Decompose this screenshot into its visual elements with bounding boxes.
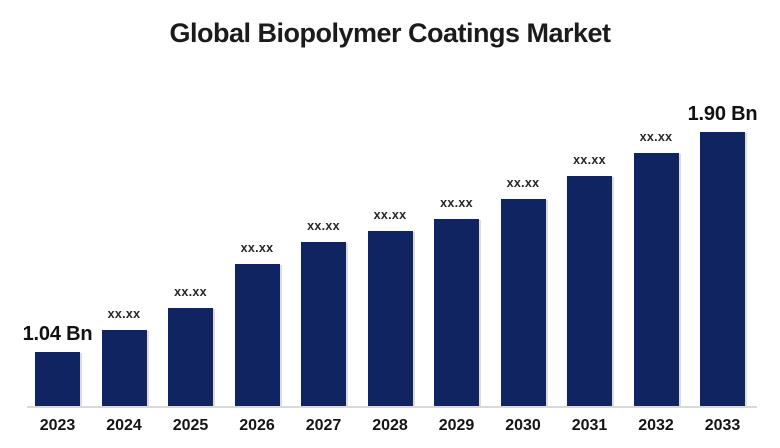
bar-value-label-2028: xx.xx <box>373 208 407 222</box>
bar-group-2031: xx.xx <box>567 129 612 407</box>
bar-value-label-2026: xx.xx <box>240 241 274 255</box>
bar-2024 <box>101 330 147 407</box>
bar-2030 <box>500 199 546 407</box>
bar-value-label-2027: xx.xx <box>307 219 340 233</box>
x-axis-line <box>27 406 757 408</box>
bar-2027 <box>301 242 346 407</box>
bar-value-label-2032: xx.xx <box>639 130 673 144</box>
bar-group-2032: xx.xx <box>633 129 679 407</box>
bar-2029 <box>434 219 479 407</box>
x-tick-2023: 2023 <box>39 417 76 434</box>
bar-value-label-2023: 1.04 Bn <box>22 323 93 345</box>
x-tick-2027: 2027 <box>305 417 342 434</box>
x-tick-2024: 2024 <box>106 417 142 434</box>
bar-value-label-2031: xx.xx <box>573 153 606 167</box>
bar-group-2027: xx.xx <box>301 129 346 407</box>
chart-title: Global Biopolymer Coatings Market <box>169 18 611 48</box>
x-axis-tick-labels: 2023 2024 2025 2026 2027 2028 2029 2030 … <box>35 417 745 435</box>
x-tick-2033: 2033 <box>704 417 741 434</box>
bar-group-2024: xx.xx <box>101 129 147 407</box>
x-tick-2032: 2032 <box>638 417 674 434</box>
x-tick-2031: 2031 <box>571 417 608 434</box>
bar-value-label-2029: xx.xx <box>440 196 473 210</box>
bar-2023 <box>35 352 80 407</box>
bar-group-2023: 1.04 Bn <box>23 129 93 407</box>
x-tick-2029: 2029 <box>438 417 475 434</box>
bar-value-label-2024: xx.xx <box>107 307 141 321</box>
bar-2028 <box>367 231 413 407</box>
x-tick-2026: 2026 <box>239 417 275 434</box>
bar-value-label-2030: xx.xx <box>506 176 540 190</box>
bar-value-label-2033: 1.90 Bn <box>687 103 758 125</box>
bar-group-2030: xx.xx <box>500 129 546 407</box>
bar-2026 <box>234 264 280 407</box>
bar-2033 <box>700 132 745 407</box>
bar-value-label-2025: xx.xx <box>174 285 207 299</box>
bar-group-2028: xx.xx <box>367 129 413 407</box>
bar-group-2025: xx.xx <box>168 129 213 407</box>
bar-2031 <box>567 176 612 407</box>
bar-2032 <box>633 153 679 407</box>
bar-group-2026: xx.xx <box>234 129 280 407</box>
x-tick-2025: 2025 <box>172 417 209 434</box>
x-tick-2030: 2030 <box>505 417 541 434</box>
bar-2025 <box>168 308 213 407</box>
x-tick-2028: 2028 <box>372 417 408 434</box>
bar-group-2033: 1.90 Bn <box>688 103 758 407</box>
bar-group-2029: xx.xx <box>434 129 479 407</box>
plot-area: 1.04 Bn xx.xx xx.xx xx.xx xx.xx xx.xx xx… <box>23 103 758 407</box>
